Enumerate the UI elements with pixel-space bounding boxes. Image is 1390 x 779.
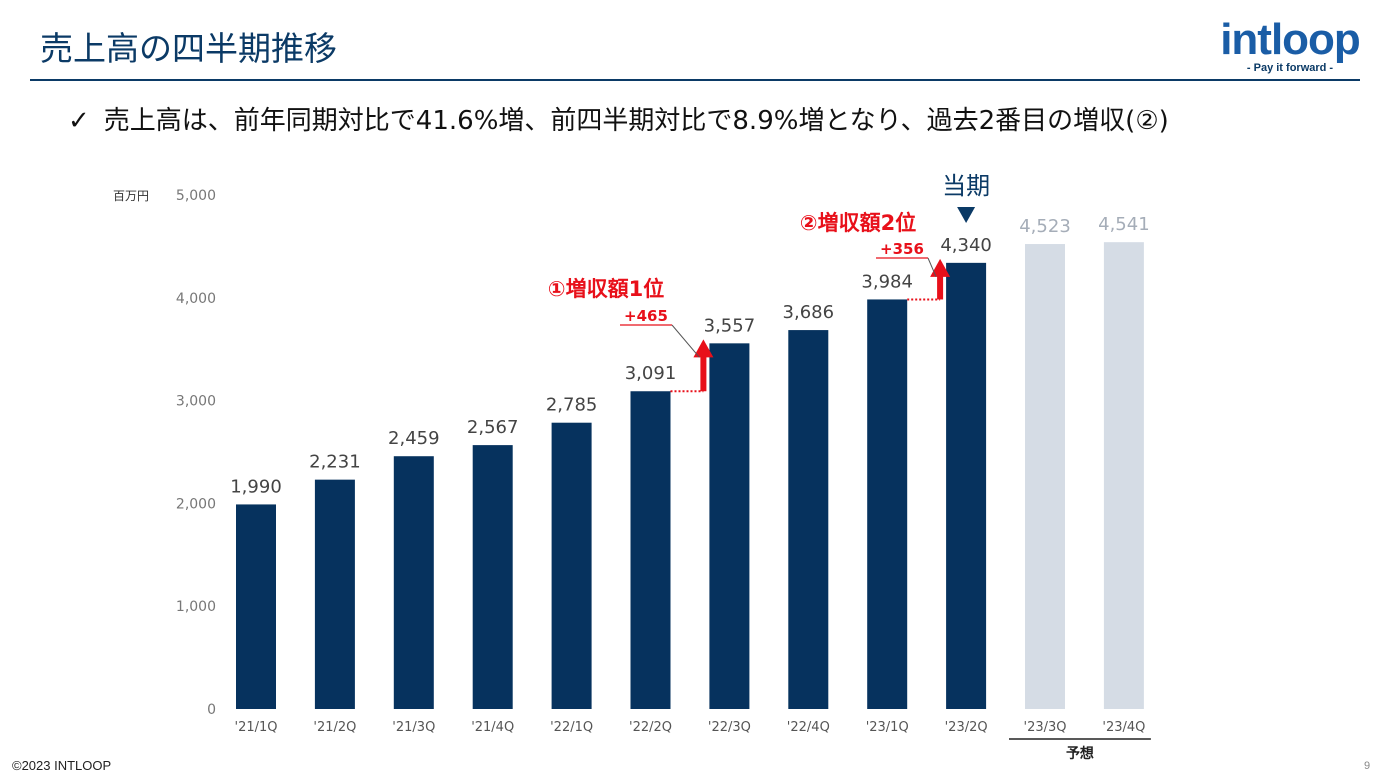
bar <box>630 391 671 709</box>
summary-text: 売上高は、前年同期対比で41.6%増、前四半期対比で8.9%増となり、過去2番目… <box>103 106 1169 136</box>
bar-value-label: 3,984 <box>861 271 913 292</box>
increase-arrow-icon <box>693 339 714 358</box>
x-tick-label: '23/1Q <box>866 720 909 735</box>
x-tick-label: '22/2Q <box>629 720 672 735</box>
current-period-marker-icon <box>957 207 976 223</box>
increase-arrow-shaft <box>937 274 944 300</box>
y-tick-label: 0 <box>207 702 216 718</box>
page-title: 売上高の四半期推移 <box>40 29 337 68</box>
x-tick-label: '21/4Q <box>471 720 514 735</box>
x-tick-label: '23/2Q <box>945 720 988 735</box>
bar-value-label: 1,990 <box>230 476 282 497</box>
bar-value-label: 3,091 <box>625 363 677 384</box>
increase-delta-label: +465 <box>624 307 668 325</box>
bar-value-label: 4,340 <box>940 235 992 256</box>
y-tick-label: 3,000 <box>176 394 216 410</box>
bar <box>551 422 592 709</box>
y-tick-label: 2,000 <box>176 496 216 512</box>
increase-delta-label: +356 <box>880 240 924 258</box>
copyright-footer: ©2023 INTLOOP <box>12 758 112 773</box>
increase-leader-line <box>927 257 937 278</box>
bar <box>1103 242 1144 710</box>
x-tick-label: '22/4Q <box>787 720 830 735</box>
logo-tagline: - Pay it forward - <box>1246 62 1334 74</box>
x-tick-label: '21/1Q <box>235 720 278 735</box>
x-tick-label: '23/4Q <box>1102 720 1145 735</box>
bar <box>709 343 750 709</box>
increase-arrow-icon <box>930 258 951 277</box>
bar <box>867 299 908 709</box>
forecast-label: 予想 <box>1066 745 1094 762</box>
current-period-label: 当期 <box>942 172 990 200</box>
y-tick-label: 5,000 <box>176 188 216 204</box>
increase-rank-label: ①増収額1位 <box>548 277 664 301</box>
check-icon: ✓ <box>68 106 90 136</box>
bar-value-label: 2,567 <box>467 417 519 438</box>
increase-arrow-shaft <box>700 355 707 392</box>
bar-value-label: 3,686 <box>783 302 835 323</box>
page-number: 9 <box>1364 760 1371 772</box>
bar-value-label: 2,785 <box>546 395 598 416</box>
x-tick-label: '22/1Q <box>550 720 593 735</box>
x-tick-label: '23/3Q <box>1024 720 1067 735</box>
x-tick-label: '21/2Q <box>313 720 356 735</box>
x-tick-label: '21/3Q <box>392 720 435 735</box>
bar <box>788 330 829 709</box>
company-logo: intloop - Pay it forward - <box>1215 14 1365 78</box>
y-axis-unit-label: 百万円 <box>113 189 149 203</box>
bar <box>314 479 355 709</box>
bar-value-label: 2,231 <box>309 452 361 473</box>
logo-wordmark: intloop <box>1220 15 1361 64</box>
bar-value-label: 2,459 <box>388 428 440 449</box>
bar-value-label: 3,557 <box>704 315 756 336</box>
y-tick-label: 1,000 <box>176 599 216 615</box>
title-divider <box>30 79 1360 81</box>
bar-value-label: 4,523 <box>1019 216 1071 237</box>
bar <box>1025 244 1065 710</box>
bar <box>946 262 987 709</box>
x-tick-label: '22/3Q <box>708 720 751 735</box>
bar <box>236 504 276 709</box>
bar <box>472 445 513 709</box>
increase-rank-label: ②増収額2位 <box>800 211 916 235</box>
summary-line: ✓ 売上高は、前年同期対比で41.6%増、前四半期対比で8.9%増となり、過去2番… <box>68 100 1169 137</box>
y-tick-label: 4,000 <box>176 291 216 307</box>
bar-value-label: 4,541 <box>1098 214 1150 235</box>
increase-leader-line <box>671 324 700 358</box>
bar <box>393 456 434 709</box>
